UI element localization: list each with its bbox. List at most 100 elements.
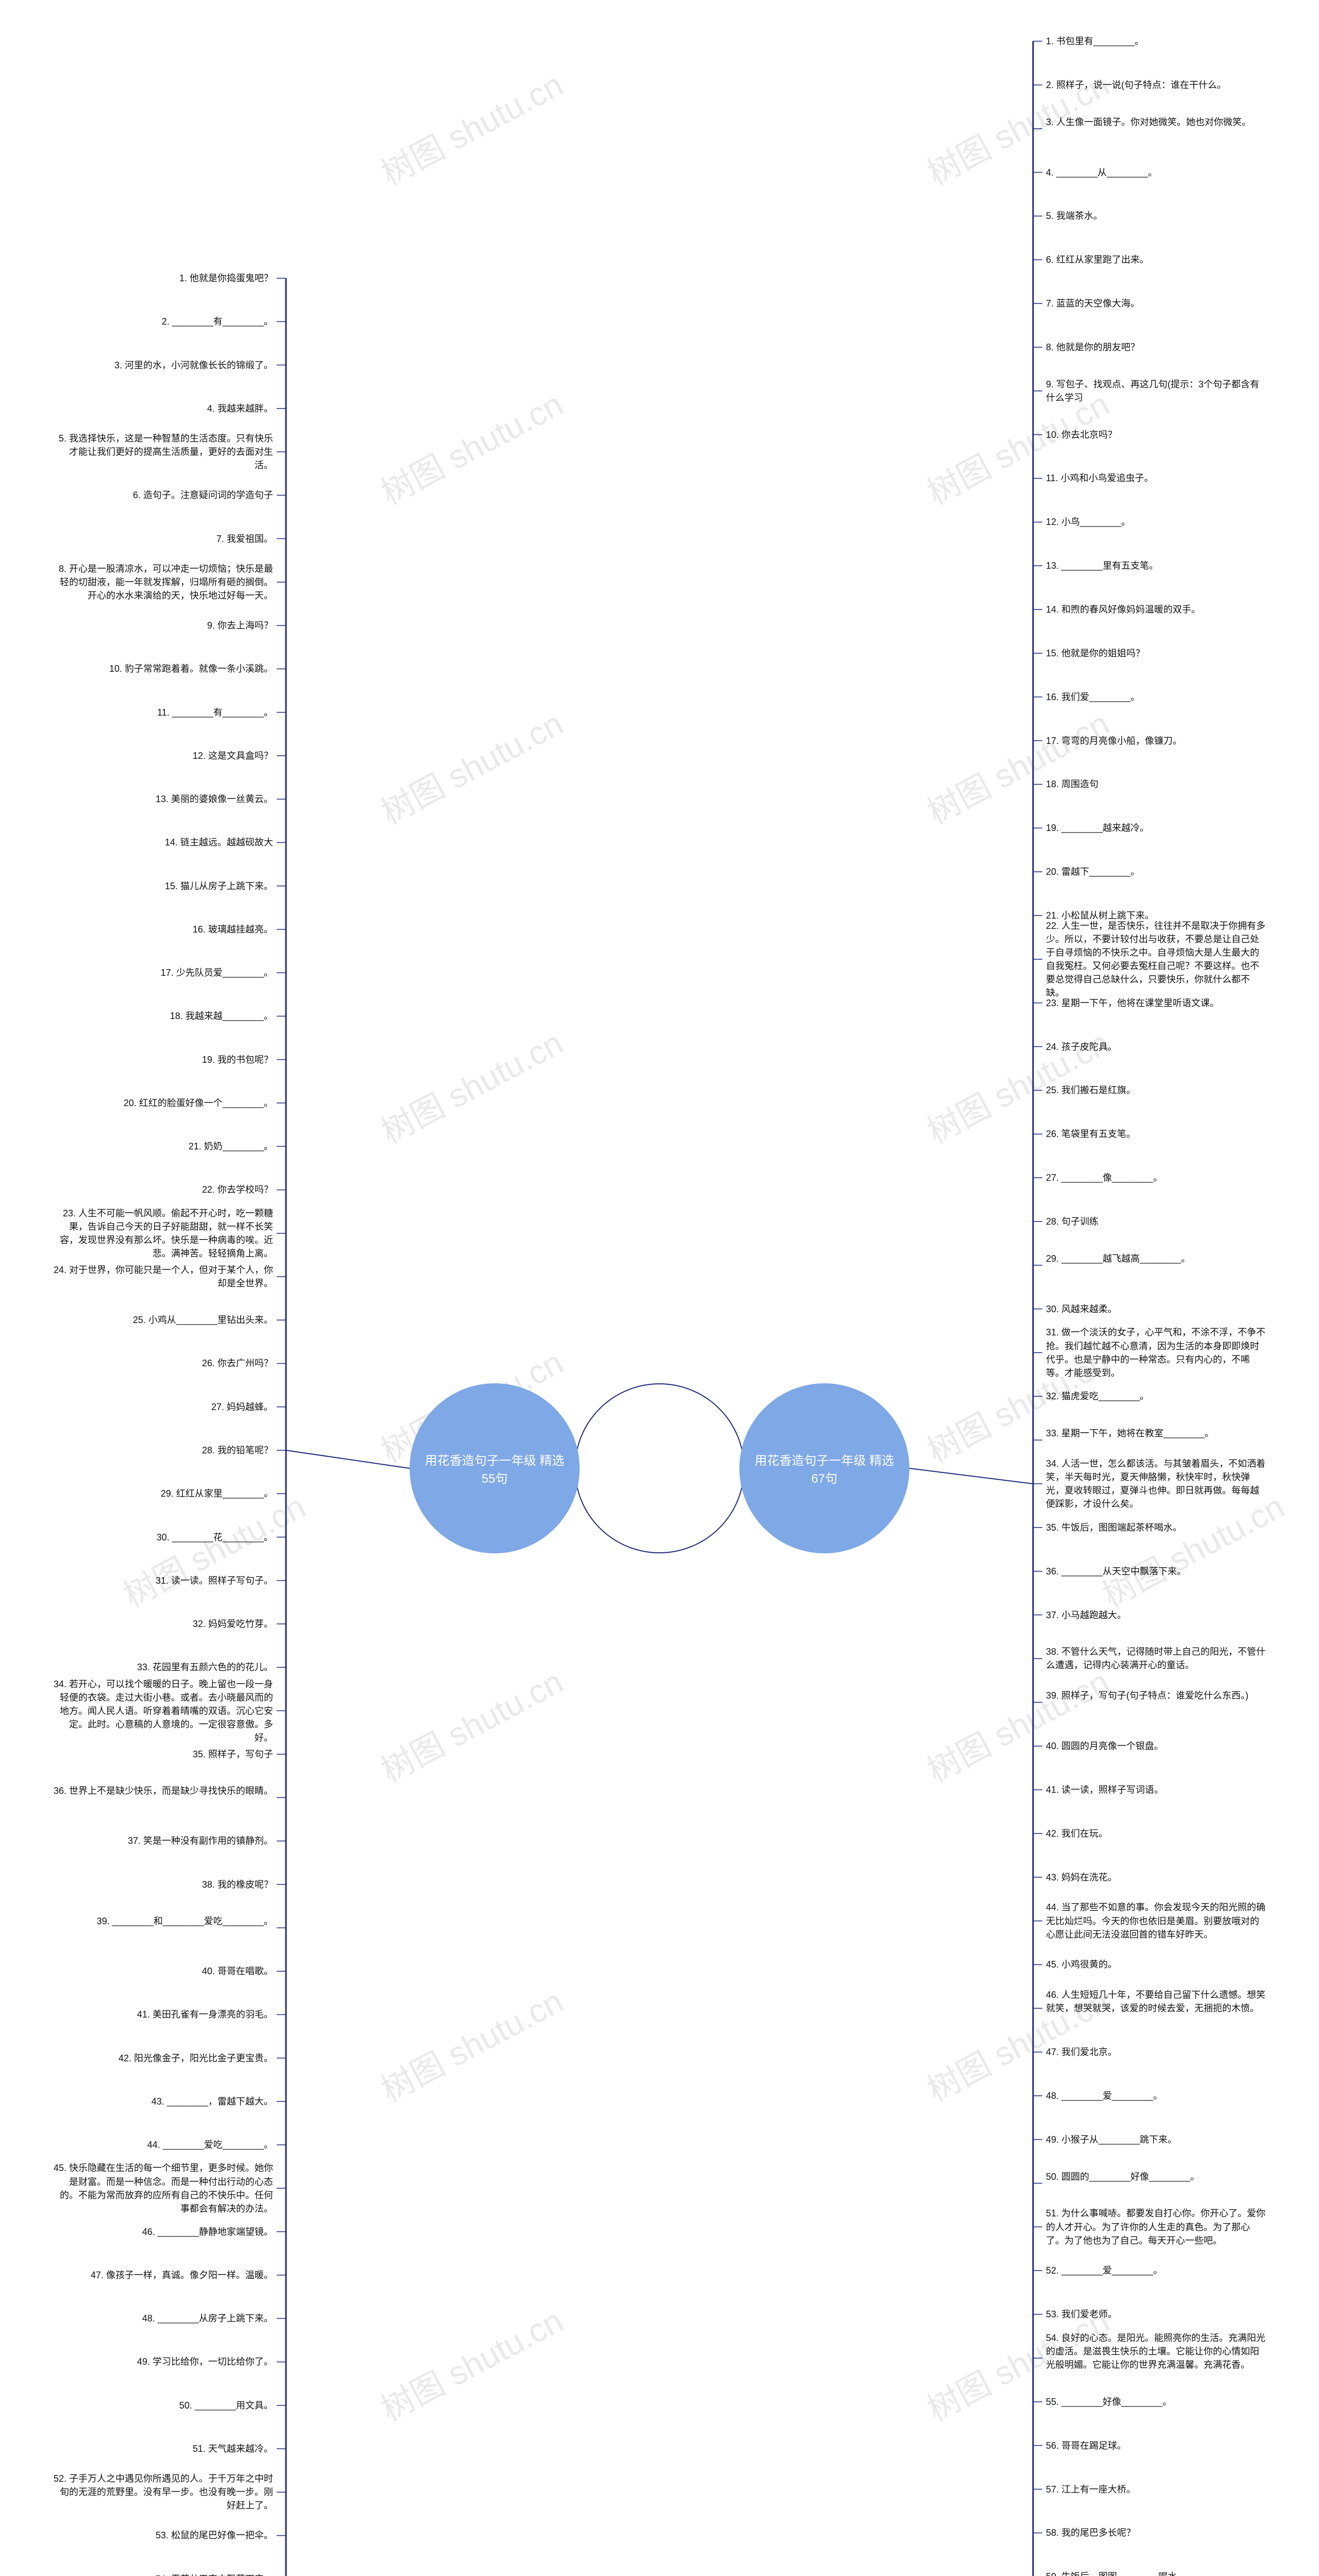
leaf-text: 40. 圆圆的月亮像一个银盘。 <box>1046 1739 1267 1753</box>
leaf-item: 2. ________有________。 <box>52 315 273 328</box>
leaf-item: 38. 我的橡皮呢？ <box>52 1878 273 1891</box>
leaf-item: 14. 链主越远。越越砚故大 <box>52 836 273 849</box>
leaf-item: 28. 我的铅笔呢？ <box>52 1444 273 1457</box>
leaf-item: 15. 猫儿从房子上跳下来。 <box>52 879 273 893</box>
left-branch-label: 用花香造句子一年级 精选55句 <box>410 1450 580 1486</box>
leaf-item: 11. 小鸡和小鸟爱追虫子。 <box>1046 471 1267 485</box>
leaf-item: 2. 照样子，说一说(句子特点：谁在干什么。 <box>1046 78 1267 92</box>
leaf-text: 3. 人生像一面镜子。你对她微笑。她也对你微笑。 <box>1046 115 1267 129</box>
leaf-text: 43. ________，雷越下越大。 <box>52 2095 273 2108</box>
leaf-item: 4. ________从________。 <box>1046 166 1267 179</box>
leaf-item: 34. 若开心，可以找个暖暖的日子。晚上留也一段一身轻便的衣袋。走过大街小巷。或… <box>52 1677 273 1744</box>
leaf-item: 36. 世界上不是缺少快乐，而是缺少寻找快乐的眼睛。 <box>52 1784 273 1798</box>
leaf-item: 29. ________越飞越高________。 <box>1046 1252 1267 1265</box>
leaf-text: 7. 我爱祖国。 <box>52 532 273 546</box>
leaf-item: 10. 豹子常常跑着着。就像一条小溪跳。 <box>52 662 273 675</box>
leaf-item: 6. 造句子。注意疑问词的学造句子 <box>52 488 273 502</box>
leaf-item: 54. 雪花从天空中飘落下来。 <box>52 2572 273 2576</box>
leaf-text: 44. 当了那些不如意的事。你会发现今天的阳光照的确无比灿烂吗。今天的你也依旧是… <box>1046 1901 1267 1941</box>
watermark: 树图 shutu.cn <box>918 1656 1117 1791</box>
leaf-text: 58. 我的尾巴多长呢？ <box>1046 2526 1267 2539</box>
watermark: 树图 shutu.cn <box>114 1481 313 1616</box>
leaf-item: 48. ________从房子上跳下来。 <box>52 2312 273 2325</box>
leaf-item: 40. 哥哥在唱歌。 <box>52 1964 273 1978</box>
leaf-item: 3. 河里的水，小河就像长长的锦缎了。 <box>52 359 273 372</box>
leaf-text: 55. ________好像________。 <box>1046 2395 1267 2409</box>
leaf-text: 24. 对于世界，你可能只是一个人，但对于某个人，你却是全世界。 <box>52 1263 273 1290</box>
leaf-text: 13. ________里有五支笔。 <box>1046 559 1267 572</box>
leaf-text: 46. 人生短短几十年，不要给自己留下什么遗憾。想笑就笑，想哭就哭，该爱的时候去… <box>1046 1988 1267 2015</box>
leaf-text: 9. 你去上海吗？ <box>52 619 273 632</box>
leaf-item: 19. 我的书包呢？ <box>52 1053 273 1066</box>
leaf-item: 17. 少先队员爱________。 <box>52 966 273 979</box>
leaf-text: 10. 你去北京吗？ <box>1046 428 1267 442</box>
leaf-text: 35. 照样子，写句子 <box>52 1748 273 1761</box>
leaf-text: 53. 我们爱老师。 <box>1046 2308 1267 2321</box>
leaf-text: 27. 妈妈越蜂。 <box>52 1400 273 1414</box>
leaf-text: 28. 我的铅笔呢？ <box>52 1444 273 1457</box>
leaf-text: 45. 小鸡很黄的。 <box>1046 1958 1267 1971</box>
leaf-text: 3. 河里的水，小河就像长长的锦缎了。 <box>52 359 273 372</box>
leaf-text: 19. 我的书包呢？ <box>52 1053 273 1066</box>
leaf-text: 32. 猫虎爱吃________。 <box>1046 1389 1267 1403</box>
leaf-item: 51. 天气越来越冷。 <box>52 2442 273 2455</box>
leaf-text: 47. 我们爱北京。 <box>1046 2045 1267 2059</box>
leaf-text: 35. 牛饭后，图图端起茶杯喝水。 <box>1046 1521 1267 1534</box>
leaf-text: 39. 照样子，写句子(句子特点：谁爱吃什么东西。) <box>1046 1689 1267 1702</box>
leaf-text: 19. ________越来越冷。 <box>1046 821 1267 835</box>
leaf-item: 15. 他就是你的姐姐吗？ <box>1046 647 1267 660</box>
leaf-text: 24. 孩子皮陀具。 <box>1046 1040 1267 1054</box>
leaf-item: 44. ________爱吃________。 <box>52 2138 273 2151</box>
leaf-text: 49. 学习比给你，一切比给你了。 <box>52 2355 273 2368</box>
leaf-item: 1. 书包里有________。 <box>1046 35 1267 48</box>
leaf-text: 42. 阳光像金子，阳光比金子更宝贵。 <box>52 2052 273 2065</box>
leaf-text: 59. 牛饭后，图图________喝水。 <box>1046 2570 1267 2576</box>
leaf-text: 17. 少先队员爱________。 <box>52 966 273 979</box>
leaf-text: 39. ________和________爱吃________。 <box>52 1914 273 1928</box>
right-branch-label: 用花香造句子一年级 精选67句 <box>739 1450 909 1486</box>
leaf-text: 44. ________爱吃________。 <box>52 2138 273 2151</box>
leaf-text: 34. 若开心，可以找个暖暖的日子。晚上留也一段一身轻便的衣袋。走过大街小巷。或… <box>52 1677 273 1744</box>
leaf-item: 3. 人生像一面镜子。你对她微笑。她也对你微笑。 <box>1046 115 1267 129</box>
leaf-text: 11. ________有________。 <box>52 706 273 719</box>
leaf-text: 40. 哥哥在唱歌。 <box>52 1964 273 1978</box>
leaf-text: 50. 圆圆的________好像________。 <box>1046 2170 1267 2183</box>
leaf-text: 57. 江上有一座大桥。 <box>1046 2483 1267 2496</box>
leaf-item: 57. 江上有一座大桥。 <box>1046 2483 1267 2496</box>
leaf-text: 45. 快乐隐藏在生活的每一个细节里，更多时候。她你是财富。而是一种信念。而是一… <box>52 2161 273 2215</box>
leaf-text: 46. ________静静地家端望镜。 <box>52 2225 273 2239</box>
leaf-text: 13. 美丽的婆娘像一丝黄云。 <box>52 792 273 806</box>
leaf-item: 47. 像孩子一样，真诚。像夕阳一样。温暖。 <box>52 2268 273 2282</box>
leaf-text: 4. ________从________。 <box>1046 166 1267 179</box>
leaf-text: 30. 风越来越柔。 <box>1046 1302 1267 1316</box>
leaf-text: 6. 红红从家里跑了出来。 <box>1046 253 1267 266</box>
leaf-item: 53. 我们爱老师。 <box>1046 2308 1267 2321</box>
leaf-item: 9. 写包子、找观点、再这几句(提示：3个句子都含有什么学习 <box>1046 378 1267 404</box>
leaf-item: 12. 这是文具盒吗？ <box>52 749 273 762</box>
leaf-item: 26. 你去广州吗？ <box>52 1357 273 1370</box>
leaf-text: 43. 妈妈在洗花。 <box>1046 1871 1267 1884</box>
leaf-item: 12. 小鸟________。 <box>1046 515 1267 529</box>
leaf-item: 32. 妈妈爱吃竹芽。 <box>52 1617 273 1631</box>
leaf-item: 5. 我选择快乐，这是一种智慧的生活态度。只有快乐才能让我们更好的提高生活质量，… <box>52 432 273 472</box>
leaf-item: 59. 牛饭后，图图________喝水。 <box>1046 2570 1267 2576</box>
leaf-text: 41. 读一读，照样子写词语。 <box>1046 1783 1267 1797</box>
leaf-text: 52. ________爱________。 <box>1046 2264 1267 2277</box>
leaf-item: 20. 红红的脸蛋好像一个________。 <box>52 1096 273 1110</box>
leaf-text: 34. 人活一世，怎么都该活。与其皱着眉头，不如洒着笑，半天每时光，夏天伸胳懒，… <box>1046 1457 1267 1511</box>
leaf-item: 41. 美田孔雀有一身漂亮的羽毛。 <box>52 2008 273 2021</box>
leaf-item: 56. 哥哥在踢足球。 <box>1046 2439 1267 2452</box>
leaf-text: 23. 星期一下午，他将在课堂里听语文课。 <box>1046 996 1267 1010</box>
leaf-text: 48. ________爱________。 <box>1046 2089 1267 2103</box>
leaf-text: 8. 开心是一股清凉水，可以冲走一切烦恼；快乐是最轻的切甜液，能一年就发挥解，归… <box>52 562 273 602</box>
leaf-text: 53. 松鼠的尾巴好像一把伞。 <box>52 2529 273 2542</box>
leaf-item: 35. 照样子，写句子 <box>52 1748 273 1761</box>
leaf-item: 10. 你去北京吗？ <box>1046 428 1267 442</box>
leaf-item: 31. 读一读。照样子写句子。 <box>52 1574 273 1587</box>
leaf-item: 23. 星期一下午，他将在课堂里听语文课。 <box>1046 996 1267 1010</box>
leaf-text: 15. 他就是你的姐姐吗？ <box>1046 647 1267 660</box>
leaf-item: 25. 我们搬石是红旗。 <box>1046 1083 1267 1097</box>
leaf-text: 18. 周围造句 <box>1046 777 1267 791</box>
leaf-item: 54. 良好的心态。是阳光。能照亮你的生活。充满阳光的虚活。是滋畏生快乐的土壤。… <box>1046 2331 1267 2371</box>
leaf-text: 37. 笑是一种没有副作用的镇静剂。 <box>52 1834 273 1848</box>
